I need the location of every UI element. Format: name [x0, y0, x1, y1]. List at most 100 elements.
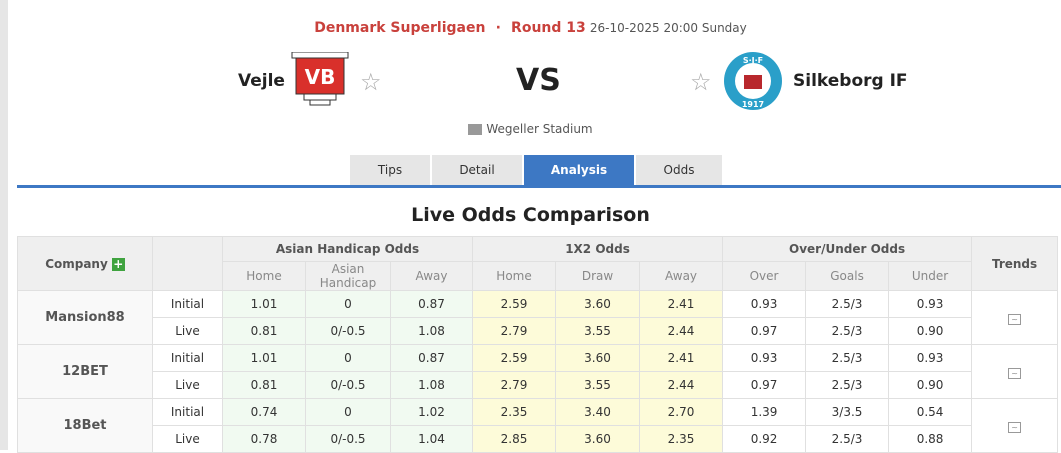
ah-odds-cell: 0.87 — [389, 344, 474, 372]
x2-odds-cell: 2.79 — [472, 371, 557, 399]
ou-odds-cell: 3/3.5 — [805, 398, 890, 426]
ah-odds-cell: 0.78 — [222, 425, 306, 453]
ou-subheader: Over — [722, 261, 807, 291]
away-team-name[interactable]: Silkeborg IF — [793, 71, 908, 91]
x2-odds-cell: 3.60 — [555, 344, 641, 372]
ah-odds-cell: 1.08 — [389, 371, 474, 399]
ou-odds-cell: 2.5/3 — [805, 290, 890, 318]
x2-odds-cell: 2.79 — [472, 317, 557, 345]
table-row: Live 0.81 0/-0.5 1.08 2.79 3.55 2.44 0.97 2.5/3 0… — [18, 317, 1058, 345]
x2-subheader: Draw — [555, 261, 641, 291]
odds-type: Initial — [152, 344, 223, 372]
x2-odds-cell: 2.70 — [639, 398, 724, 426]
ou-odds-cell: 2.5/3 — [805, 371, 890, 399]
ou-odds-cell: 0.92 — [722, 425, 807, 453]
ou-odds-cell: 0.93 — [888, 344, 973, 372]
odds-type: Live — [152, 371, 223, 399]
x2-odds-cell: 3.60 — [555, 290, 641, 318]
tab-tips[interactable]: Tips — [350, 155, 430, 185]
ah-odds-cell: 0 — [305, 290, 391, 318]
add-company-plus-icon[interactable]: + — [111, 256, 125, 271]
stadium: Wegeller Stadium — [0, 122, 1061, 136]
ou-odds-cell: 0.93 — [888, 290, 973, 318]
ah-odds-cell: 0/-0.5 — [305, 425, 391, 453]
stadium-name: Wegeller Stadium — [486, 122, 593, 136]
trend-chart-icon[interactable]: ~ — [1008, 421, 1022, 433]
ou-odds-cell: 2.5/3 — [805, 317, 890, 345]
round: Round 13 — [511, 20, 586, 36]
ou-header: Over/Under Odds — [722, 236, 973, 262]
ah-odds-cell: 0 — [305, 344, 391, 372]
trends-cell: ~ — [971, 290, 1059, 345]
x2-odds-cell: 2.59 — [472, 344, 557, 372]
ou-odds-cell: 0.54 — [888, 398, 973, 426]
ah-subheader: Away — [389, 261, 474, 291]
vs-label: VS — [516, 63, 561, 98]
trend-chart-icon[interactable]: ~ — [1008, 367, 1022, 379]
x2-odds-cell: 3.55 — [555, 371, 641, 399]
x2-odds-cell: 2.85 — [472, 425, 557, 453]
favorite-home-star-icon[interactable]: ☆ — [360, 68, 382, 96]
trends-header: Trends — [971, 236, 1059, 291]
table-row: Mansion88 Initial 1.01 0 0.87 2.59 3.60 2.41 0.9… — [17, 290, 1059, 345]
tab-underline — [17, 185, 1061, 188]
x2-odds-cell: 2.35 — [472, 398, 557, 426]
ah-odds-cell: 1.01 — [222, 344, 306, 372]
trends-cell: ~ — [971, 344, 1059, 399]
favorite-away-star-icon[interactable]: ☆ — [690, 68, 712, 96]
ou-odds-cell: 0.90 — [888, 371, 973, 399]
ah-odds-cell: 0.81 — [222, 317, 306, 345]
tab-odds[interactable]: Odds — [636, 155, 722, 185]
separator: · — [495, 20, 501, 36]
ah-subheader: Asian Handicap — [305, 261, 391, 291]
x2-odds-cell: 3.55 — [555, 317, 641, 345]
ou-odds-cell: 0.88 — [888, 425, 973, 453]
x2-odds-cell: 2.41 — [639, 290, 724, 318]
table-row: 18Bet Initial 0.74 0 1.02 2.35 3.40 2.70 1.39 3/3… — [17, 398, 1059, 453]
ah-odds-cell: 1.04 — [389, 425, 474, 453]
ah-odds-cell: 0/-0.5 — [305, 371, 391, 399]
company-name[interactable]: Mansion88 — [17, 290, 153, 345]
ou-odds-cell: 0.90 — [888, 317, 973, 345]
x2-odds-cell: 3.40 — [555, 398, 641, 426]
svg-text:S·I·F: S·I·F — [743, 56, 763, 65]
ou-odds-cell: 0.97 — [722, 317, 807, 345]
stadium-icon — [468, 124, 483, 135]
ah-odds-cell: 0.74 — [222, 398, 306, 426]
odds-type: Initial — [152, 398, 223, 426]
svg-text:VB: VB — [305, 65, 336, 89]
odds-table: Company + Asian Handicap Odds 1X2 Odds Ov… — [17, 236, 1059, 453]
trends-cell: ~ — [971, 398, 1059, 453]
ou-odds-cell: 0.93 — [722, 344, 807, 372]
ah-odds-cell: 0.87 — [389, 290, 474, 318]
ah-odds-cell: 0 — [305, 398, 391, 426]
match-datetime: 26-10-2025 20:00 Sunday — [589, 21, 747, 35]
x2-odds-cell: 2.41 — [639, 344, 724, 372]
x2-odds-cell: 2.59 — [472, 290, 557, 318]
ou-odds-cell: 0.97 — [722, 371, 807, 399]
company-name[interactable]: 12BET — [17, 344, 153, 399]
ou-subheader: Goals — [805, 261, 890, 291]
ah-odds-cell: 1.02 — [389, 398, 474, 426]
league-link[interactable]: Denmark Superligaen — [314, 20, 486, 36]
ou-odds-cell: 1.39 — [722, 398, 807, 426]
trend-chart-icon[interactable]: ~ — [1008, 313, 1022, 325]
table-row: Live 0.81 0/-0.5 1.08 2.79 3.55 2.44 0.97 2.5/3 0… — [18, 371, 1058, 399]
ah-odds-cell: 0/-0.5 — [305, 317, 391, 345]
company-name[interactable]: 18Bet — [17, 398, 153, 453]
x2-header: 1X2 Odds — [472, 236, 724, 262]
tab-analysis[interactable]: Analysis — [524, 155, 634, 185]
x2-odds-cell: 2.44 — [639, 371, 724, 399]
away-team-logo[interactable]: S·I·F 1917 — [723, 51, 783, 111]
tab-detail[interactable]: Detail — [432, 155, 522, 185]
home-team-logo[interactable]: VB — [290, 52, 350, 108]
ah-odds-cell: 0.81 — [222, 371, 306, 399]
home-team-name[interactable]: Vejle — [238, 71, 285, 91]
odds-type: Initial — [152, 290, 223, 318]
tab-bar: Tips Detail Analysis Odds — [350, 155, 722, 185]
ou-odds-cell: 2.5/3 — [805, 344, 890, 372]
ah-odds-cell: 1.01 — [222, 290, 306, 318]
ou-subheader: Under — [888, 261, 973, 291]
ou-odds-cell: 2.5/3 — [805, 425, 890, 453]
table-row: 12BET Initial 1.01 0 0.87 2.59 3.60 2.41 0.93 2.5… — [17, 344, 1059, 399]
